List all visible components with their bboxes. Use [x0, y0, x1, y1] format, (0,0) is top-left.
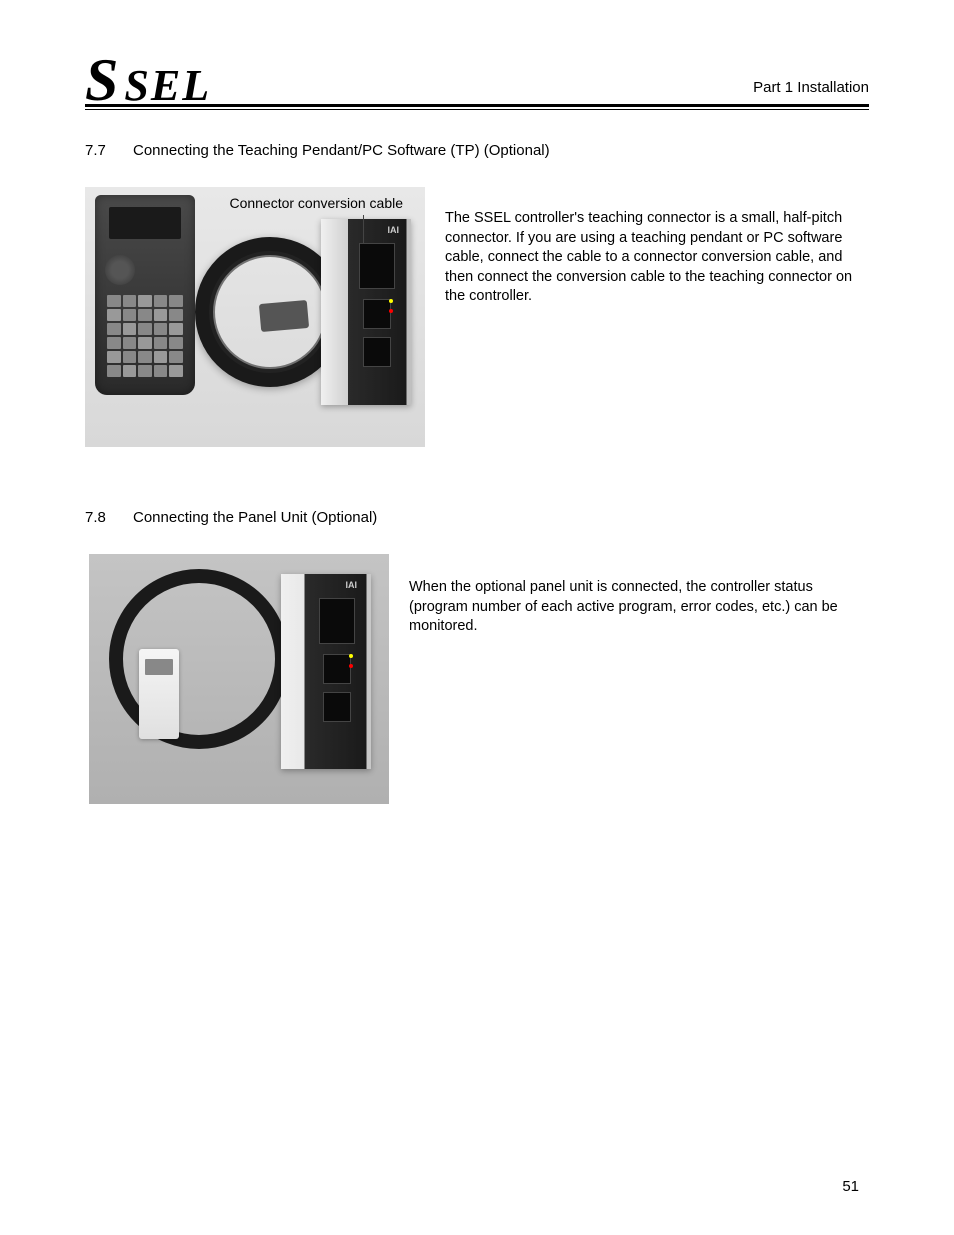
part-label: Part 1 Installation	[753, 79, 869, 98]
connector-icon	[259, 300, 309, 332]
section-7-8: 7.8 Connecting the Panel Unit (Optional)…	[85, 509, 869, 804]
panel-unit-icon	[139, 649, 179, 739]
figure-7-7: Connector conversion cable	[85, 187, 425, 447]
section-heading-7-7: 7.7 Connecting the Teaching Pendant/PC S…	[85, 142, 869, 159]
caption-leader-line	[363, 215, 364, 243]
section-number: 7.7	[85, 142, 133, 159]
figure-caption: Connector conversion cable	[229, 195, 403, 211]
logo-letter-s: S	[85, 50, 116, 110]
section-body-7-8: When the optional panel unit is connecte…	[85, 554, 869, 804]
section-title: Connecting the Teaching Pendant/PC Softw…	[133, 142, 869, 159]
controller-unit-icon	[281, 574, 371, 769]
controller-unit-icon	[321, 219, 411, 405]
section-body-text: The SSEL controller's teaching connector…	[445, 187, 869, 307]
page-number: 51	[842, 1178, 859, 1195]
section-title: Connecting the Panel Unit (Optional)	[133, 509, 869, 526]
section-7-7: 7.7 Connecting the Teaching Pendant/PC S…	[85, 142, 869, 447]
section-body-text: When the optional panel unit is connecte…	[409, 554, 869, 637]
page-header: S SEL Part 1 Installation	[85, 50, 869, 98]
figure-7-8	[89, 554, 389, 804]
section-number: 7.8	[85, 509, 133, 526]
brand-logo: S SEL	[85, 50, 211, 98]
section-heading-7-8: 7.8 Connecting the Panel Unit (Optional)	[85, 509, 869, 526]
pendant-keypad-icon	[107, 295, 183, 377]
teaching-pendant-icon	[95, 195, 195, 395]
logo-letters-sel: SEL	[124, 64, 211, 108]
cable-coil-icon	[109, 569, 289, 749]
section-body-7-7: Connector conversion cable	[85, 187, 869, 447]
document-page: S SEL Part 1 Installation 7.7 Connecting…	[0, 0, 954, 1235]
